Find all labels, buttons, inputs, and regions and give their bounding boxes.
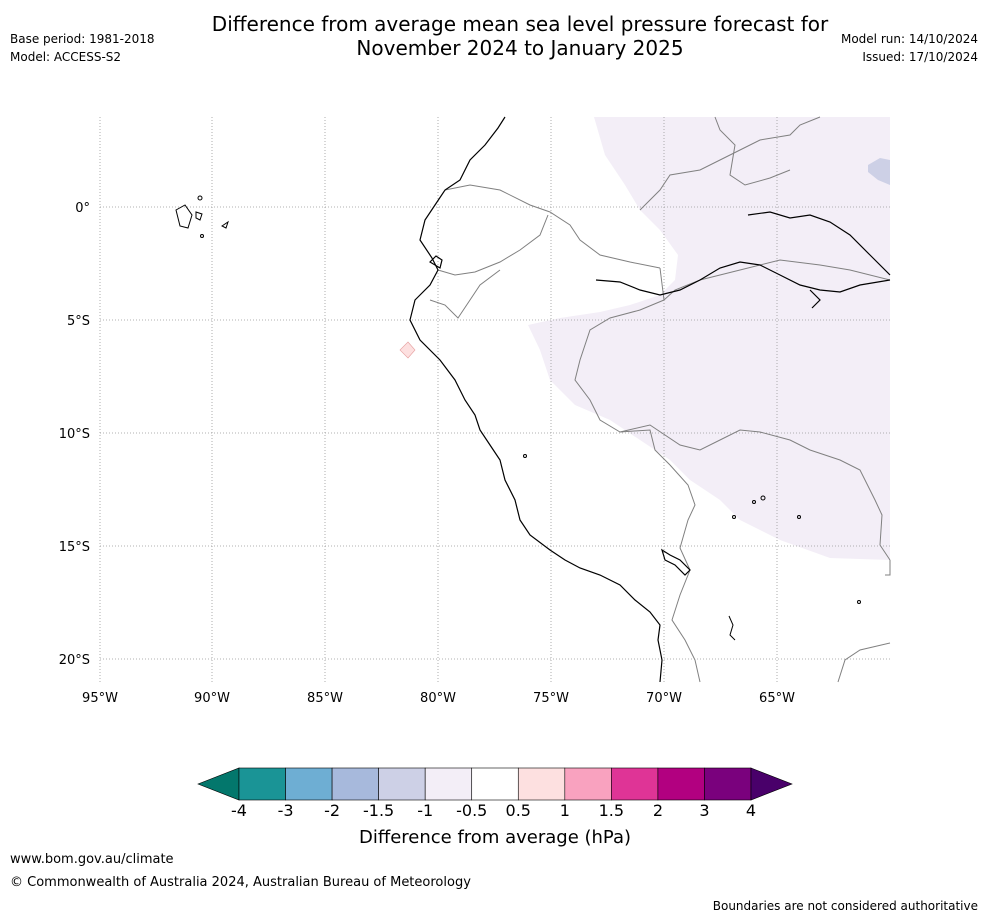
- colorbar-ticks: -4 -3 -2 -1.5 -1 -0.5 0.5 1 1.5 2 3 4: [231, 801, 756, 820]
- anomaly-region-minus-0-5: [528, 117, 890, 560]
- website-url: www.bom.gov.au/climate: [10, 852, 174, 867]
- lake-island: [857, 600, 861, 604]
- lake-island: [752, 500, 756, 504]
- colorbar-swatch: [564, 767, 612, 801]
- colorbar-tick-label: -4: [231, 801, 247, 820]
- colorbar-tick-label: -3: [278, 801, 294, 820]
- lake-island: [797, 515, 801, 519]
- colorbar-tick-label: 0.5: [506, 801, 531, 820]
- map-title: Difference from average mean sea level p…: [0, 12, 988, 60]
- latitude-labels: 0° 5°S 10°S 15°S 20°S: [59, 201, 90, 668]
- colorbar-tick-label: 4: [746, 801, 756, 820]
- colorbar-tick-label: -2: [324, 801, 340, 820]
- lake-island: [760, 495, 766, 501]
- galapagos-island: [175, 204, 193, 229]
- lat-label: 10°S: [59, 427, 90, 442]
- colorbar-swatch: [424, 767, 473, 801]
- metadata-right: Model run: 14/10/2024 Issued: 17/10/2024: [841, 30, 978, 66]
- islands: [175, 195, 861, 641]
- colorbar-tick-label: 3: [699, 801, 709, 820]
- galapagos-island: [200, 234, 204, 238]
- model-text: Model: ACCESS-S2: [10, 50, 122, 64]
- colorbar-swatch: [517, 767, 566, 801]
- galapagos-island: [197, 195, 203, 201]
- coastlines: [409, 116, 891, 683]
- colorbar-boxes: [238, 767, 752, 801]
- lake-island: [732, 515, 736, 519]
- colorbar-swatch: [378, 767, 426, 801]
- title-line-2: November 2024 to January 2025: [356, 36, 684, 60]
- colorbar-swatch: [704, 767, 752, 801]
- colorbar-high-extension: [750, 767, 793, 801]
- colorbar-swatch: [471, 767, 519, 801]
- longitude-labels: 95°W 90°W 85°W 80°W 75°W 70°W 65°W: [82, 691, 795, 706]
- lat-label: 20°S: [59, 653, 90, 668]
- galapagos-island: [195, 211, 203, 221]
- lon-label: 95°W: [82, 691, 118, 706]
- title-line-1: Difference from average mean sea level p…: [211, 12, 829, 36]
- anomaly-shading: [399, 117, 890, 560]
- galapagos-island: [221, 220, 229, 229]
- colorbar-swatch: [331, 767, 379, 801]
- copyright-text: © Commonwealth of Australia 2024, Austra…: [10, 875, 471, 890]
- anomaly-region-plus-0-5: [399, 341, 416, 359]
- colorbar-low-extension: [197, 767, 240, 801]
- lat-label: 5°S: [67, 314, 90, 329]
- lon-label: 85°W: [307, 691, 343, 706]
- colorbar-swatch: [657, 767, 705, 801]
- colorbar-swatch: [611, 767, 659, 801]
- lake-island: [728, 615, 736, 641]
- colorbar-tick-label: -1: [417, 801, 433, 820]
- metadata-left: Base period: 1981-2018 Model: ACCESS-S2: [10, 30, 155, 66]
- lon-label: 90°W: [194, 691, 230, 706]
- lon-label: 80°W: [420, 691, 456, 706]
- colorbar-tick-label: -1.5: [363, 801, 394, 820]
- colorbar-title: Difference from average (hPa): [359, 827, 631, 848]
- lat-label: 0°: [75, 201, 90, 216]
- graticule: [99, 117, 890, 682]
- colorbar: -4 -3 -2 -1.5 -1 -0.5 0.5 1 1.5 2 3 4 Difference fr…: [197, 767, 793, 848]
- base-period-text: Base period: 1981-2018: [10, 32, 155, 46]
- boundary-disclaimer: Boundaries are not considered authoritat…: [712, 899, 978, 913]
- colorbar-tick-label: 2: [653, 801, 663, 820]
- colorbar-tick-label: 1: [560, 801, 570, 820]
- lon-label: 70°W: [646, 691, 682, 706]
- colorbar-swatch: [238, 767, 286, 801]
- colorbar-swatch: [285, 767, 333, 801]
- lat-label: 15°S: [59, 540, 90, 555]
- anomaly-region-minus-1-5: [868, 158, 890, 185]
- colorbar-tick-label: -0.5: [456, 801, 487, 820]
- model-run-text: Model run: 14/10/2024: [840, 32, 978, 46]
- issued-text: Issued: 17/10/2024: [862, 50, 978, 64]
- lake-island: [523, 454, 527, 458]
- lon-label: 65°W: [759, 691, 795, 706]
- lon-label: 75°W: [533, 691, 569, 706]
- colorbar-tick-label: 1.5: [599, 801, 624, 820]
